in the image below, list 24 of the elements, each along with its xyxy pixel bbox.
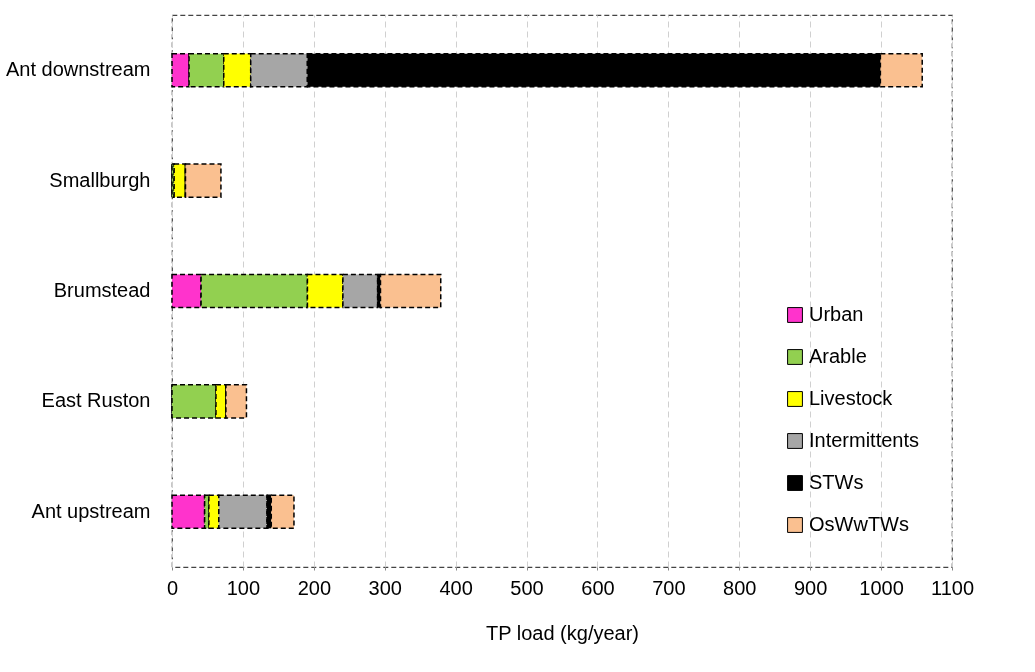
x-tick-label: 100 [226,576,261,599]
x-tick-label: 300 [368,576,402,599]
y-tick-label: East Ruston [41,389,151,412]
y-tick-label: Ant upstream [31,499,151,522]
x-tick-label: 500 [510,576,544,599]
x-tick-label: 900 [793,576,828,599]
x-axis-title: TP load (kg/year) [485,621,640,644]
x-tick-label: 200 [297,576,332,599]
x-tick-label: 800 [723,576,757,599]
legend-label: Arable [809,345,867,367]
x-tick-label: 600 [581,576,615,599]
x-tick-label: 1100 [930,576,975,599]
legend-label: Urban [809,303,864,325]
y-tick-label: Smallburgh [49,168,151,191]
x-tick-label: 0 [166,576,179,599]
x-tick-label: 1000 [859,576,904,599]
legend-label: Intermittents [809,429,920,451]
legend-label: STWs [809,471,864,493]
x-tick-label: 700 [652,576,686,599]
x-tick-label: 400 [439,576,473,599]
legend-label: Livestock [809,387,894,409]
legend-label: OsWwTWs [809,513,909,535]
y-tick-label: Brumstead [53,279,151,301]
y-tick-label: Ant downstream [5,58,151,81]
